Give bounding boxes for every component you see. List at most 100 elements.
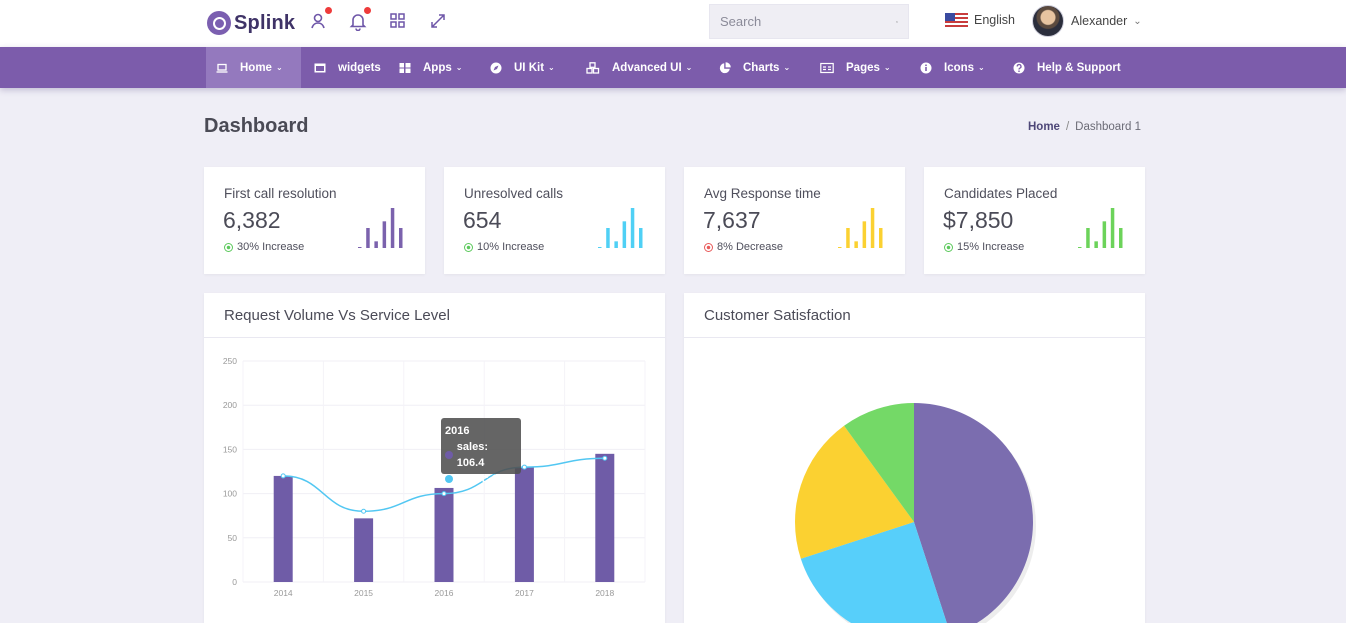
request-volume-panel: Request Volume Vs Service Level 0 50 100 15… <box>204 293 665 623</box>
nav-item-pages[interactable]: Pages ⌄ <box>820 47 891 88</box>
bell-icon[interactable] <box>348 7 371 32</box>
spark-bar <box>606 228 610 248</box>
spark-bar <box>630 208 635 248</box>
notification-dot <box>325 7 332 14</box>
language-selector[interactable]: English <box>945 13 1015 27</box>
compass-icon <box>490 62 502 74</box>
brand-logo[interactable]: Splink <box>207 9 295 37</box>
panel-divider <box>204 337 665 338</box>
window-icon <box>314 62 326 74</box>
nav-item-ui-kit[interactable]: UI Kit ⌄ <box>490 47 555 88</box>
chevron-down-icon: ⌄ <box>548 63 555 72</box>
bar-2016 <box>434 487 454 582</box>
nav-label: Icons <box>944 61 975 74</box>
user-profile-icon[interactable] <box>309 7 332 31</box>
y-tick-label: 0 <box>232 577 237 587</box>
search-input[interactable] <box>720 14 896 29</box>
arrow-up-circle-icon <box>224 242 233 252</box>
kpi-delta: 30% Increase <box>224 241 304 253</box>
kpi-delta: 15% Increase <box>944 241 1024 253</box>
search-icon[interactable] <box>896 15 898 29</box>
apps-grid-icon[interactable] <box>388 11 408 31</box>
spark-bar <box>382 221 387 248</box>
chevron-down-icon: ⌄ <box>1133 15 1142 27</box>
nav-label: Advanced UI <box>612 61 682 74</box>
nav-item-home[interactable]: Home ⌄ <box>206 47 301 88</box>
arrow-down-circle-icon <box>704 242 713 252</box>
bar-2015 <box>354 518 374 582</box>
nav-item-apps[interactable]: Apps ⌄ <box>399 47 462 88</box>
kpi-delta-text: 10% Increase <box>477 241 545 253</box>
user-name: Alexander <box>1071 14 1128 28</box>
profit-point-2018 <box>602 455 608 461</box>
y-tick-label: 100 <box>223 489 237 499</box>
kpi-value: 654 <box>463 207 502 233</box>
kpi-label: Avg Response time <box>704 186 821 201</box>
nav-label: Home <box>240 61 272 74</box>
nav-item-advanced-ui[interactable]: Advanced UI ⌄ <box>586 47 692 88</box>
pie-slice-4 <box>844 403 914 522</box>
id-card-icon <box>820 62 834 74</box>
y-tick-label: 250 <box>223 356 237 366</box>
kpi-card-unresolved-calls: Unresolved calls 654 10% Increase <box>444 167 665 274</box>
nav-label: Pages <box>846 61 880 74</box>
nav-label: widgets <box>338 61 381 74</box>
panel-divider <box>684 337 1145 338</box>
arrow-up-circle-icon <box>944 242 953 252</box>
cubes-icon <box>586 61 600 74</box>
sales-swatch <box>445 451 453 459</box>
spark-bar <box>1110 208 1115 248</box>
user-menu[interactable]: Alexander ⌄ <box>1032 5 1142 37</box>
fullscreen-icon[interactable] <box>428 11 448 31</box>
chevron-down-icon: ⌄ <box>455 63 463 72</box>
kpi-delta-text: 15% Increase <box>957 241 1025 253</box>
spark-bar <box>639 228 643 248</box>
breadcrumb-current: Dashboard 1 <box>1075 121 1142 133</box>
spark-bar <box>879 228 883 248</box>
chevron-down-icon: ⌄ <box>783 63 791 72</box>
nav-item-icons[interactable]: Icons ⌄ <box>920 47 985 88</box>
breadcrumb-home-link[interactable]: Home <box>1028 121 1060 133</box>
spark-bar <box>846 228 850 248</box>
laptop-icon <box>216 62 228 74</box>
spark-bar <box>1086 228 1090 248</box>
spark-bar <box>598 247 602 248</box>
spark-bar <box>838 247 842 248</box>
nav-item-help-support[interactable]: Help & Support <box>1013 47 1121 88</box>
tooltip-profit: profit: 100 <box>457 473 511 485</box>
tooltip-profit-row: profit: 100 <box>445 471 517 487</box>
x-tick-label: 2017 <box>515 588 534 598</box>
panel-title: Request Volume Vs Service Level <box>224 307 450 324</box>
breadcrumb-separator: / <box>1065 121 1070 133</box>
main-nav: Home ⌄ widgets Apps ⌄ UI Kit ⌄ Advanced UI ⌄… <box>0 47 1346 88</box>
pie-slice-3 <box>795 425 914 559</box>
kpi-label: Candidates Placed <box>944 186 1058 201</box>
spark-bar <box>374 241 378 248</box>
profit-point-2016 <box>441 491 447 497</box>
kpi-card-first-call-resolution: First call resolution 6,382 30% Increase <box>204 167 425 274</box>
search-box <box>709 4 909 39</box>
us-flag-icon <box>945 13 968 27</box>
breadcrumb: Home / Dashboard 1 <box>1028 121 1141 133</box>
nav-item-widgets[interactable]: widgets <box>314 47 381 88</box>
pie-slice-2 <box>800 522 947 623</box>
spark-bar <box>870 208 875 248</box>
spark-bar <box>862 221 867 248</box>
grid-icon <box>399 62 411 74</box>
nav-item-charts[interactable]: Charts ⌄ <box>719 47 790 88</box>
profit-point-2017 <box>521 464 527 470</box>
nav-label: UI Kit <box>514 61 545 74</box>
avatar <box>1032 5 1064 37</box>
profit-point-2015 <box>361 508 367 514</box>
language-label: English <box>974 13 1015 27</box>
spark-bar <box>1102 221 1107 248</box>
logo-mark-icon <box>207 11 231 35</box>
profit-swatch <box>445 475 453 483</box>
x-tick-label: 2014 <box>274 588 293 598</box>
spark-bar <box>1078 247 1082 248</box>
chevron-down-icon: ⌄ <box>275 63 283 72</box>
nav-label: Help & Support <box>1037 61 1121 74</box>
kpi-value: 7,637 <box>703 207 761 233</box>
kpi-delta-text: 8% Decrease <box>717 241 784 253</box>
chevron-down-icon: ⌄ <box>685 63 693 72</box>
